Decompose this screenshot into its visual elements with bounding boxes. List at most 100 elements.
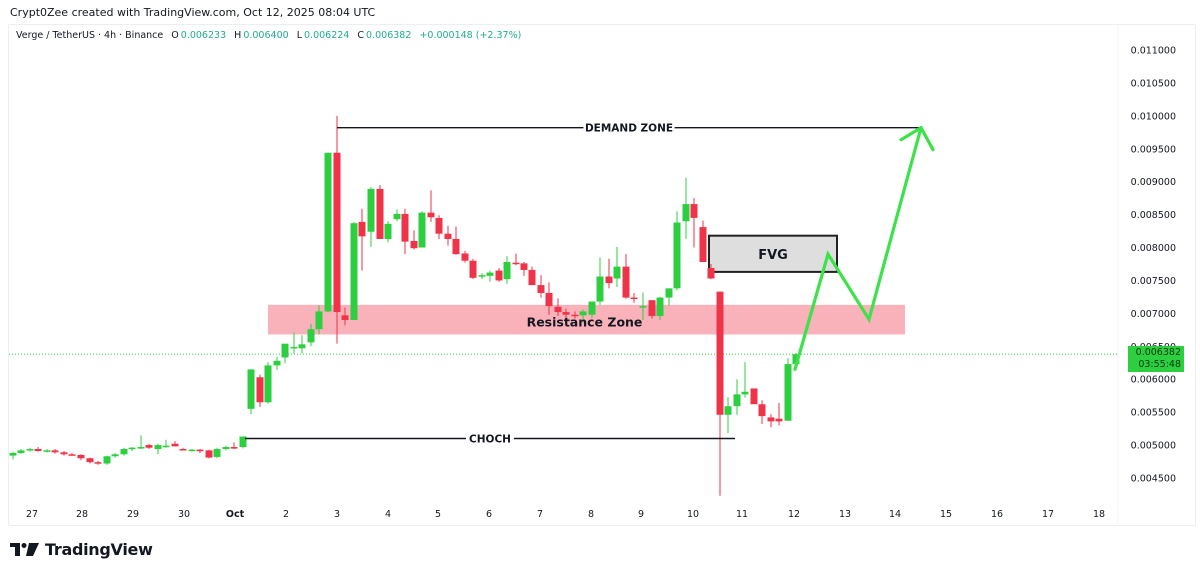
candle-body [77,454,85,459]
time-axis-label: 6 [486,509,492,520]
candle-body [571,314,579,317]
candle-body [137,447,145,449]
candle-body [239,436,247,448]
candle-body [699,227,707,263]
candle-body [9,452,17,456]
candle-body [111,454,119,457]
candle-body [410,240,418,249]
candle-body [94,462,102,464]
candle-body [503,262,511,280]
label-bg [466,431,514,446]
candle-body [537,285,545,293]
candle-body [145,445,153,448]
candle-body [665,288,673,298]
candle-body [324,152,332,312]
candle-body [120,449,128,455]
candle-body [435,217,443,234]
candle-body [384,223,392,239]
price-axis-label: 0.007000 [1131,309,1176,320]
candle-body [315,311,323,330]
time-axis-label: Oct [226,509,245,520]
time-axis-label: 3 [334,509,340,520]
candle-body [469,260,477,278]
candle-body [350,223,358,320]
candle-body [562,312,570,315]
candle-body [622,266,630,298]
candle-body [43,450,51,452]
chart-attribution: Crypt0Zee created with TradingView.com, … [10,6,376,19]
open-label: O [171,30,179,41]
candle-body [418,212,426,248]
candle-body [290,346,298,349]
candle-body [741,391,749,395]
candle-body [298,344,306,349]
candle-body [247,369,255,409]
candle-body [222,447,230,450]
candle-body [588,301,596,315]
low-value: 0.006224 [304,30,350,41]
candle-body [767,417,775,422]
low-label: L [296,30,303,41]
candle-body [188,449,196,452]
candle-body [128,447,136,450]
candle-body [690,204,698,218]
candle-body [486,272,494,276]
tradingview-logo[interactable]: TradingView [10,540,153,559]
time-axis-label: 12 [788,509,800,520]
time-axis-label: 27 [26,509,38,520]
price-axis-label: 0.007500 [1131,276,1176,287]
candle-body [478,275,486,277]
candle-body [639,306,647,308]
candle-body [630,297,638,300]
candle-body [613,266,621,279]
candle-body [393,213,401,220]
time-axis-label: 8 [588,509,594,520]
bar-countdown: 03:55:48 [1138,359,1181,370]
candle-body [60,452,68,455]
candle-body [103,456,111,464]
candle-body [26,449,34,451]
candle-body [171,443,179,447]
candle-body [205,450,213,458]
candle-body [51,450,59,453]
high-value: 0.006400 [243,30,289,41]
time-axis-label: 10 [687,509,699,520]
candle-body [724,406,732,415]
candle-body [256,377,264,403]
candle-body [758,404,766,417]
candle-body [401,213,409,242]
candle-body [656,297,664,317]
candle-body [716,291,724,415]
candle-body [673,222,681,289]
candle-body [461,253,469,261]
candle-body [230,447,238,449]
symbol-label[interactable]: Verge / TetherUS · 4h · Binance [16,30,164,41]
time-axis-label: 17 [1042,509,1054,520]
fvg-box [708,234,838,273]
candle-body [495,270,503,281]
candle-body [341,315,349,320]
candle-body [750,388,758,405]
candle-body [367,188,375,232]
candle-body [333,152,341,313]
time-axis-label: 18 [1093,509,1105,520]
time-axis-label: 5 [435,509,441,520]
close-value: 0.006382 [366,30,412,41]
candle-body [579,311,587,316]
candle-body [273,360,281,366]
time-axis-label: 14 [889,509,901,520]
chart-frame [8,24,1196,526]
close-label: C [357,30,365,41]
ohlc-legend: Verge / TetherUS · 4h · Binance O 0.00623… [16,30,523,41]
projected-path-arrow [793,126,923,371]
candle-body [452,238,460,255]
candle-body [792,354,800,365]
candle-body [376,188,384,239]
price-axis-label: 0.008000 [1131,243,1176,254]
price-axis-label: 0.009000 [1131,177,1176,188]
choch-label: CHOCH [469,433,511,445]
candle-body [427,212,435,218]
time-axis-label: 16 [991,509,1003,520]
candle-body [154,445,162,450]
